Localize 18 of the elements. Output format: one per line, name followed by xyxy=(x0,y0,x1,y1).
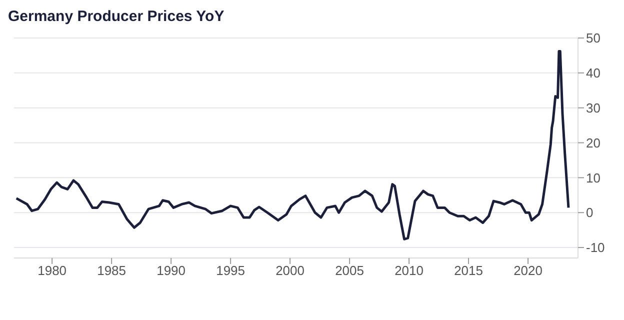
y-tick-label: 50 xyxy=(586,30,600,46)
y-tick-label: 20 xyxy=(586,135,600,150)
chart-title: Germany Producer Prices YoY xyxy=(8,8,226,27)
x-tick-label: 2010 xyxy=(394,263,424,278)
y-tick-label: 30 xyxy=(586,100,600,116)
y-tick-label: -10 xyxy=(586,240,605,256)
y-tick-label: 0 xyxy=(586,205,594,220)
y-tick-label: 10 xyxy=(586,170,600,186)
x-tick-label: 2015 xyxy=(454,263,483,278)
x-tick-label: 1985 xyxy=(97,263,126,278)
x-tick-label: 1980 xyxy=(38,263,67,278)
y-tick-label: 40 xyxy=(586,66,600,81)
x-tick-label: 1995 xyxy=(216,263,246,278)
x-tick-label: 2005 xyxy=(335,263,364,278)
line-series xyxy=(15,50,570,240)
x-tick-label: 2000 xyxy=(276,263,305,278)
x-tick-label: 2020 xyxy=(514,263,542,278)
x-tick-label: 1990 xyxy=(156,263,186,278)
